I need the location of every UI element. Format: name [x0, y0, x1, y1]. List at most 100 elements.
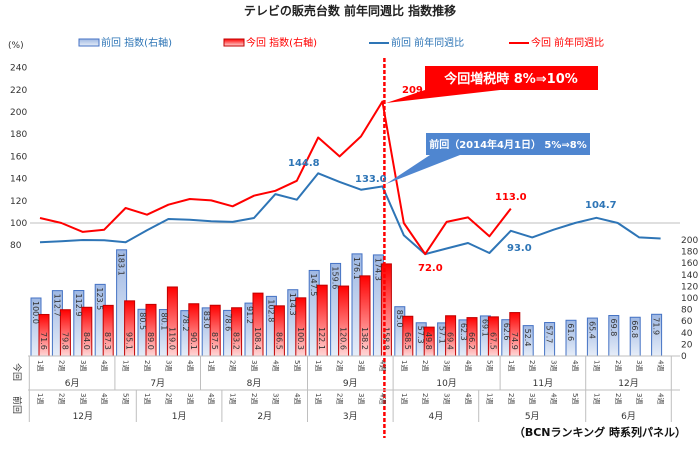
- x-tick-label-previous: 3週: [186, 393, 195, 404]
- row-label-previous: 前回: [11, 396, 23, 414]
- x-tick-label-previous: 2週: [421, 393, 430, 404]
- left-axis: 80 100 120 140 160 180 200 220 240: [10, 64, 27, 252]
- bar-label-prev-index: 123.5: [95, 287, 104, 310]
- bar-label-curr-index: 95.1: [125, 332, 134, 350]
- right-axis-tick-label: 40: [681, 329, 693, 339]
- bar-label-prev-index: 52.4: [523, 329, 532, 347]
- right-axis-tick-label: 200: [681, 236, 698, 246]
- series-line-prev-ratio: [39, 172, 661, 256]
- x-tick-label-previous: 1週: [143, 393, 152, 404]
- bar-label-prev-index: 112.9: [74, 294, 83, 317]
- bar-label-prev-index: 62.3: [459, 323, 468, 341]
- x-tick-label-previous: 3週: [443, 393, 452, 404]
- bar-label-prev-index: 100.0: [31, 301, 40, 324]
- bar-label-curr-index: 120.6: [339, 327, 348, 350]
- x-tick-label-previous: 1週: [36, 393, 45, 404]
- bar-label-curr-index: 74.9: [510, 332, 519, 350]
- month-label-current: 6月: [65, 378, 80, 389]
- x-tick-label-previous: 2週: [507, 393, 516, 404]
- x-tick-label-current: 1週: [122, 360, 131, 371]
- bar-label-curr-index: 158.8: [381, 327, 390, 350]
- left-axis-tick-label: 180: [10, 130, 27, 140]
- right-axis-tick-label: 60: [681, 317, 693, 327]
- legend-label-curr-index: 今回 指数(右軸): [246, 36, 317, 49]
- left-axis-tick-label: 140: [10, 175, 27, 185]
- month-label-previous: 3月: [343, 411, 358, 422]
- month-label-current: 9月: [343, 378, 358, 389]
- x-tick-label-current: 2週: [57, 360, 66, 371]
- bar-labels: 100.0 112.7 112.9 123.5 183.1 80.5 80.1 78.2 83.…: [31, 253, 661, 350]
- x-tick-label-previous: 4週: [550, 393, 559, 404]
- legend-label-prev-ratio: 前回 前年同週比: [391, 36, 464, 49]
- bar-label-curr-index: 83.2: [232, 332, 241, 350]
- left-axis-tick-label: 120: [10, 197, 27, 207]
- bar-label-prev-index: 62.6: [502, 323, 511, 341]
- x-tick-label-previous: 2週: [250, 393, 259, 404]
- month-label-current: 12月: [618, 378, 638, 389]
- bar-label-prev-index: 80.1: [159, 313, 168, 331]
- x-tick-label-previous: 1週: [485, 393, 494, 404]
- month-label-current: 11月: [533, 378, 553, 389]
- left-axis-tick-label: 160: [10, 152, 27, 162]
- left-axis-tick-label: 240: [10, 64, 27, 74]
- left-axis-tick-label: 220: [10, 86, 27, 96]
- bar-label-prev-index: 159.6: [331, 266, 340, 289]
- x-tick-label-current: 4週: [186, 360, 195, 371]
- bar-label-prev-index: 57.7: [545, 326, 554, 344]
- x-tick-label-current: 2週: [421, 360, 430, 371]
- month-label-current: 8月: [247, 378, 262, 389]
- x-tick-label-current: 1週: [592, 360, 601, 371]
- x-tick-label-previous: 3週: [635, 393, 644, 404]
- x-tick-label-previous: 5週: [122, 393, 131, 404]
- x-tick-label-previous: 2週: [164, 393, 173, 404]
- bar-label-prev-index: 57.3: [416, 326, 425, 344]
- right-axis-tick-label: 100: [681, 294, 698, 304]
- x-tick-label-previous: 1週: [592, 393, 601, 404]
- x-tick-label-previous: 2週: [614, 393, 623, 404]
- right-axis-tick-label: 180: [681, 248, 698, 258]
- bar-label-curr-index: 68.5: [403, 332, 412, 350]
- bar-label-prev-index: 71.9: [652, 317, 661, 335]
- x-tick-label-current: 5週: [485, 360, 494, 371]
- x-tick-label-current: 3週: [357, 360, 366, 371]
- callout-current-shape: [386, 66, 598, 103]
- x-tick-label-previous: 3週: [79, 393, 88, 404]
- x-tick-label-current: 3週: [79, 360, 88, 371]
- bar-label-prev-index: 176.1: [352, 257, 361, 280]
- x-tick-label-previous: 4週: [293, 393, 302, 404]
- x-tick-label-current: 2週: [528, 360, 537, 371]
- bar-label-curr-index: 138.2: [360, 327, 369, 350]
- annotation-red-last: 113.0: [495, 192, 527, 203]
- callout-current-text: 今回増税時 8%⇒10%: [443, 71, 578, 87]
- bar-label-curr-index: 86.5: [274, 332, 283, 350]
- x-tick-label-previous: 2週: [57, 393, 66, 404]
- bar-label-curr-index: 71.6: [39, 332, 48, 350]
- legend: (%) 前回 指数(右軸) 今回 指数(右軸) 前回 前年同週比 今回 前年同週…: [8, 36, 604, 51]
- bar-label-prev-index: 112.7: [52, 294, 61, 317]
- x-tick-label-current: 4週: [100, 360, 109, 371]
- x-tick-label-previous: 2週: [336, 393, 345, 404]
- x-tick-label-current: 2週: [614, 360, 623, 371]
- bar-label-curr-index: 90.1: [189, 332, 198, 350]
- annotation-blue-taxday: 133.0: [355, 174, 387, 185]
- bar-label-prev-index: 78.2: [181, 314, 190, 332]
- left-axis-tick-label: 100: [10, 219, 27, 229]
- month-label-previous: 4月: [429, 411, 444, 422]
- bar-label-curr-index: 100.3: [296, 327, 305, 350]
- bar-label-prev-index: 174.3: [373, 258, 382, 281]
- bar-label-curr-index: 49.8: [424, 332, 433, 350]
- month-label-previous: 12月: [73, 411, 93, 422]
- right-axis-tick-label: 0: [681, 352, 687, 362]
- annotation-red-trough: 72.0: [418, 263, 443, 274]
- x-tick-label-current: 3週: [550, 360, 559, 371]
- bar-label-prev-index: 57.1: [438, 326, 447, 344]
- bar-label-curr-index: 69.4: [446, 332, 455, 350]
- month-label-previous: 2月: [257, 411, 272, 422]
- x-tick-label-previous: 4週: [657, 393, 666, 404]
- left-axis-unit: (%): [8, 41, 24, 51]
- bar-label-prev-index: 114.3: [288, 293, 297, 316]
- x-tick-label-previous: 3週: [271, 393, 280, 404]
- bar-label-prev-index: 65.4: [587, 321, 596, 339]
- bar-label-prev-index: 85.0: [395, 310, 404, 328]
